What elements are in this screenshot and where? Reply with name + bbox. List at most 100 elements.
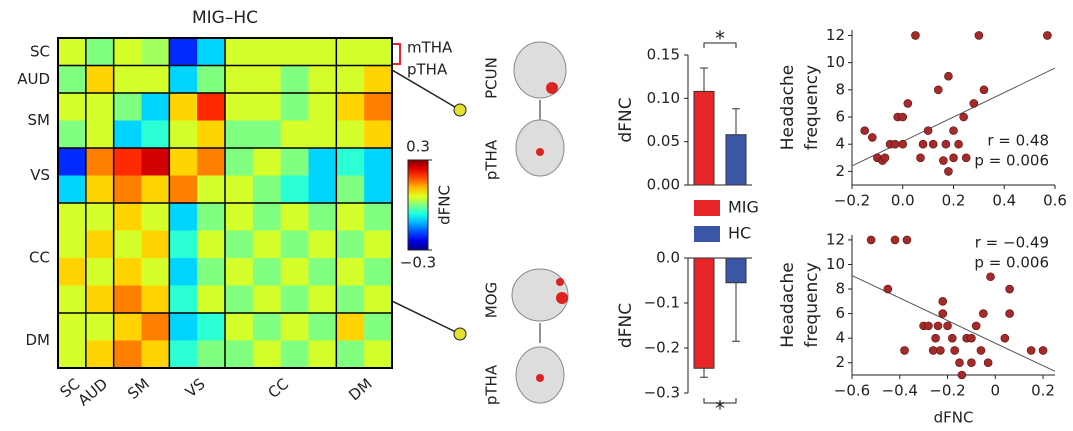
scatter-point: [970, 99, 978, 107]
heatmap-cell: [281, 38, 309, 66]
scatter-point: [867, 236, 875, 244]
y-tick-label: 2: [835, 162, 845, 180]
annotation: p = 0.006: [974, 254, 1049, 272]
scatter-point: [917, 154, 925, 162]
heatmap-cell: [58, 258, 86, 286]
heatmap-cell: [309, 286, 337, 314]
heatmap-cell: [364, 38, 392, 66]
scatter-point: [891, 236, 899, 244]
annotation: r = −0.49: [975, 234, 1049, 252]
heatmap-cell: [197, 176, 225, 204]
heatmap-cell: [169, 148, 197, 176]
x-tick-label: 0.0: [891, 192, 915, 210]
heatmap-cell: [114, 231, 142, 259]
heatmap-cell: [364, 203, 392, 231]
scatter-point: [936, 346, 944, 354]
bar: [726, 258, 746, 283]
heatmap-cell: [114, 121, 142, 149]
y-tick-label: 12: [826, 230, 845, 248]
heatmap-cell: [86, 148, 114, 176]
scatter-point: [950, 127, 958, 135]
scatter-point: [884, 285, 892, 293]
heatmap-cell: [169, 203, 197, 231]
heatmap-cell: [309, 66, 337, 94]
heatmap-cell: [86, 258, 114, 286]
heatmap-cell: [58, 286, 86, 314]
x-tick-label: AUD: [75, 375, 112, 410]
x-tick-label: 0.2: [1031, 382, 1055, 400]
region-label: pTHA: [483, 139, 501, 180]
heatmap-cell: [169, 121, 197, 149]
heatmap-cell: [86, 313, 114, 341]
error-bar: [732, 109, 740, 135]
scatter-point: [932, 334, 940, 342]
annotation: mTHA: [407, 39, 453, 57]
heatmap-cell: [364, 286, 392, 314]
x-tick-label: CC: [265, 375, 293, 402]
y-tick-label: SM: [28, 111, 50, 129]
heatmap-cell: [253, 38, 281, 66]
bar: [694, 258, 714, 368]
y-tick-label: 10: [826, 53, 845, 71]
heatmap-cell: [197, 66, 225, 94]
y-tick-label: 4: [835, 329, 845, 347]
colorbar-tick-label: −0.3: [400, 254, 436, 272]
heatmap-cell: [58, 313, 86, 341]
region-label: PCUN: [483, 57, 501, 99]
heatmap-cell: [309, 176, 337, 204]
heatmap-cell: [197, 148, 225, 176]
heatmap-cell: [253, 231, 281, 259]
heatmap-cell: [281, 93, 309, 121]
heatmap-cell: [309, 231, 337, 259]
heatmap-cell: [142, 66, 170, 94]
heatmap-cell: [142, 176, 170, 204]
heatmap-cell: [225, 286, 253, 314]
scatter-point: [980, 86, 988, 94]
heatmap-cell: [281, 148, 309, 176]
x-tick-label: 0.2: [942, 192, 966, 210]
heatmap-cell: [309, 258, 337, 286]
heatmap-cell: [197, 313, 225, 341]
scatter-point: [944, 322, 952, 330]
scatter-point: [939, 157, 947, 165]
heatmap-cell: [336, 176, 364, 204]
heatmap-cell: [336, 121, 364, 149]
heatmap-cell: [86, 341, 114, 369]
heatmap-cell: [225, 203, 253, 231]
heatmap-cell: [364, 121, 392, 149]
scatter-point: [955, 140, 963, 148]
scatter-point: [1006, 285, 1014, 293]
x-axis-label: dFNC: [934, 409, 974, 427]
y-tick-label: 6: [835, 108, 845, 126]
scatter-point: [984, 359, 992, 367]
heatmap-cell: [114, 38, 142, 66]
heatmap-cell: [58, 148, 86, 176]
scatter-point: [903, 236, 911, 244]
heatmap-cell: [86, 93, 114, 121]
annotation: r = 0.48: [987, 132, 1049, 150]
scatter-point: [960, 113, 968, 121]
scatter-point: [979, 310, 987, 318]
heatmap-cell: [169, 66, 197, 94]
y-tick-label: −0.2: [644, 339, 680, 357]
heatmap-cell: [225, 121, 253, 149]
figure: MIG–HCSCSCAUDAUDSMSMVSVSCCCCDMDMmTHApTHA…: [0, 0, 1073, 431]
heatmap-cell: [197, 231, 225, 259]
heatmap-cell: [197, 341, 225, 369]
scatter-point: [948, 334, 956, 342]
heatmap-cell: [142, 258, 170, 286]
scatter-point: [987, 273, 995, 281]
heatmap-cell: [364, 93, 392, 121]
scatter-point: [904, 99, 912, 107]
heatmap-cell: [225, 176, 253, 204]
heatmap-cell: [169, 231, 197, 259]
x-tick-label: −0.2: [929, 382, 965, 400]
heatmap-cell: [336, 66, 364, 94]
y-tick-label: 10: [826, 255, 845, 273]
heatmap-cell: [253, 121, 281, 149]
y-tick-label: AUD: [17, 70, 50, 88]
heatmap-cell: [58, 341, 86, 369]
heatmap-cell: [364, 176, 392, 204]
heatmap-cell: [86, 203, 114, 231]
heatmap-cell: [336, 286, 364, 314]
